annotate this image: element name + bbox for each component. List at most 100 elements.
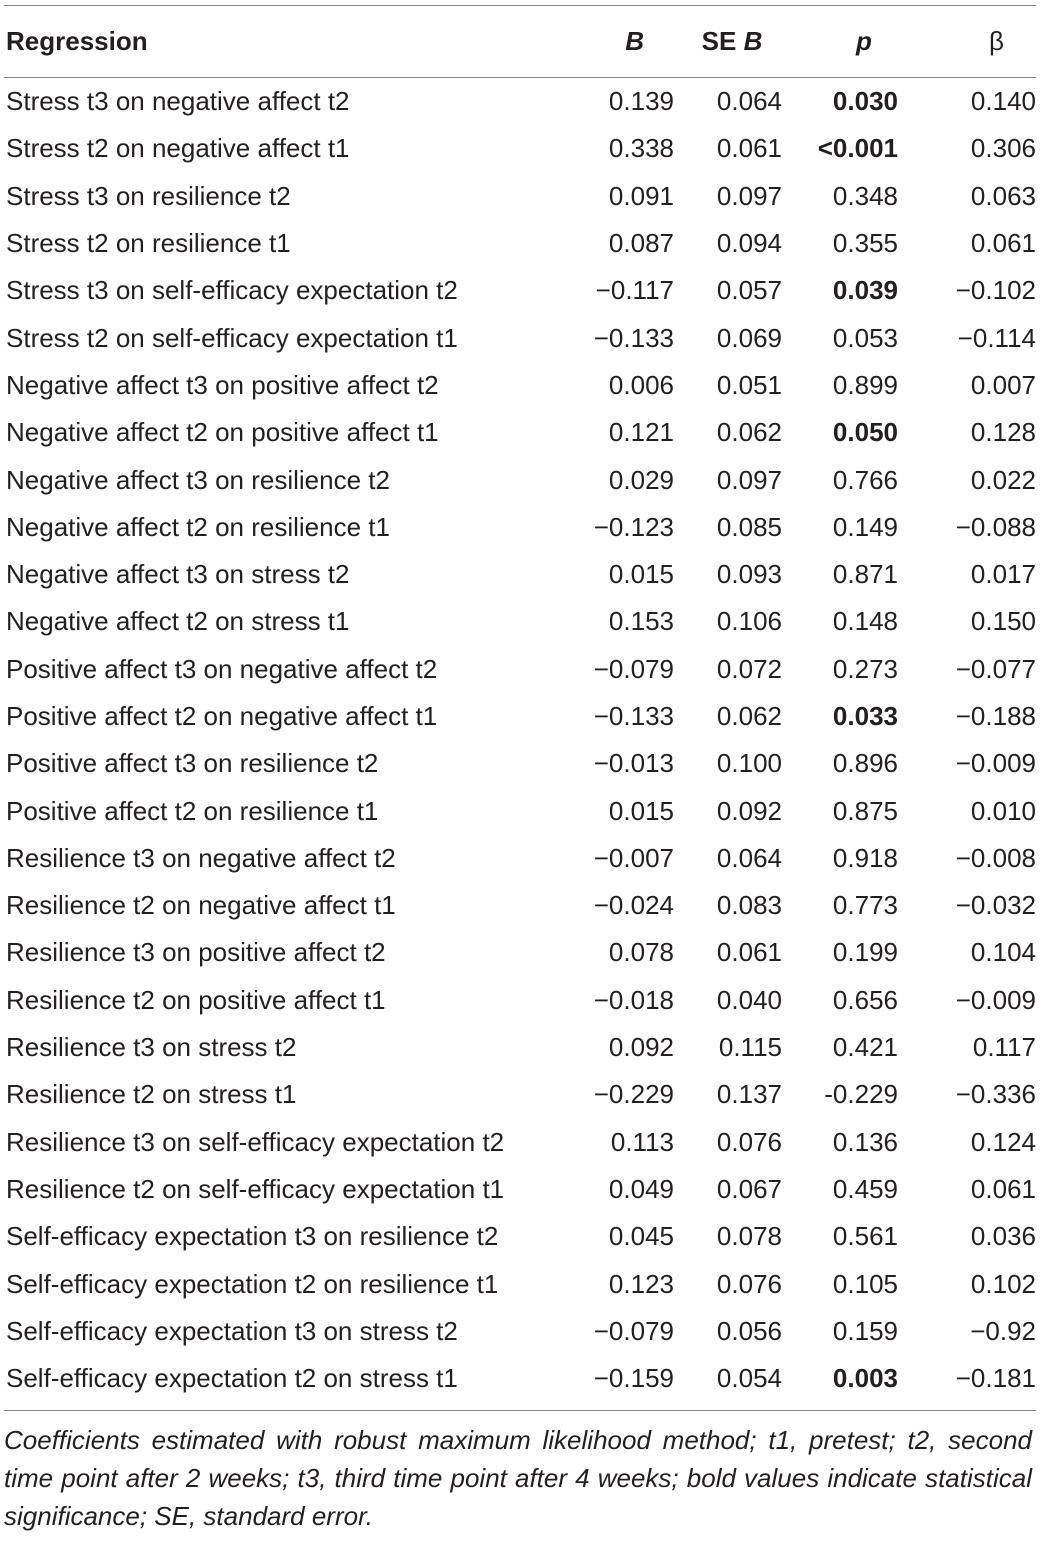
cell-beta: 0.022 (970, 464, 1036, 495)
header-b: B (625, 26, 644, 56)
cell-p: 0.459 (832, 1173, 898, 1204)
cell-se: 0.092 (716, 795, 782, 826)
table-row: Self-efficacy expectation t3 on resilien… (4, 1213, 1036, 1260)
cell-b: 0.153 (608, 606, 674, 637)
cell-se: 0.076 (716, 1268, 782, 1299)
cell-se: 0.069 (716, 322, 782, 353)
table-row: Self-efficacy expectation t2 on resilien… (4, 1260, 1036, 1307)
header-rule (4, 77, 1036, 78)
table-row: Positive affect t2 on resilience t1 0.015… (4, 787, 1036, 834)
table-footnote: Coefficients estimated with robust maxim… (4, 1425, 1032, 1532)
cell-p: <0.001 (817, 133, 898, 164)
cell-se: 0.137 (716, 1079, 782, 1110)
cell-p: -0.229 (824, 1079, 898, 1110)
cell-b: −0.133 (593, 701, 674, 731)
cell-se: 0.097 (716, 180, 782, 211)
bottom-rule (4, 1410, 1036, 1412)
cell-beta: 0.104 (970, 937, 1036, 968)
table-row: Negative affect t2 on resilience t1 −0.12… (4, 504, 1036, 551)
cell-b: 0.006 (608, 369, 674, 400)
cell-b: 0.338 (608, 133, 674, 164)
cell-b: −0.229 (593, 1079, 674, 1110)
cell-beta: 0.128 (970, 417, 1036, 448)
table-row: Positive affect t3 on negative affect t2… (4, 646, 1036, 693)
cell-beta: −0.181 (955, 1363, 1036, 1394)
cell-beta: 0.150 (970, 606, 1036, 637)
cell-se: 0.056 (716, 1315, 782, 1346)
header-beta: β (989, 26, 1004, 56)
cell-se: 0.078 (716, 1221, 782, 1252)
row-label: Resilience t2 on stress t1 (6, 1079, 297, 1110)
table-row: Positive affect t3 on resilience t2 −0.01… (4, 740, 1036, 787)
cell-beta: 0.140 (970, 86, 1036, 117)
cell-b: 0.113 (610, 1126, 674, 1157)
cell-p: 0.159 (832, 1315, 898, 1346)
table-row: Negative affect t3 on resilience t2 0.029… (4, 456, 1036, 503)
cell-se: 0.085 (716, 511, 782, 542)
cell-p: 0.348 (832, 180, 898, 211)
row-label: Positive affect t3 on resilience t2 (6, 748, 379, 779)
cell-b: 0.121 (608, 417, 674, 448)
table-body: Stress t3 on negative affect t2 0.139 0.06… (4, 78, 1036, 1402)
table-row: Negative affect t2 on positive affect t1… (4, 409, 1036, 456)
table-row: Stress t3 on resilience t2 0.091 0.097 0.34… (4, 173, 1036, 220)
row-label: Negative affect t2 on stress t1 (6, 606, 350, 637)
table-row: Resilience t3 on positive affect t2 0.078… (4, 929, 1036, 976)
cell-beta: −0.009 (955, 984, 1036, 1015)
cell-b: 0.123 (608, 1268, 674, 1299)
cell-beta: 0.102 (970, 1268, 1036, 1299)
cell-se: 0.064 (716, 86, 782, 117)
cell-beta: −0.188 (955, 701, 1036, 731)
cell-beta: 0.010 (970, 795, 1036, 826)
cell-p: 0.148 (832, 606, 898, 637)
table-row: Resilience t2 on stress t1 −0.229 0.137 -0.… (4, 1071, 1036, 1118)
table-header: Regression B SE B p β (4, 6, 1036, 78)
cell-beta: 0.063 (970, 180, 1036, 211)
cell-p: 0.766 (832, 464, 898, 495)
cell-p: 0.149 (832, 511, 898, 542)
cell-beta: 0.036 (970, 1221, 1036, 1252)
cell-se: 0.106 (716, 606, 782, 637)
row-label: Self-efficacy expectation t3 on resilien… (6, 1221, 499, 1252)
cell-beta: −0.336 (955, 1079, 1036, 1110)
table-row: Resilience t3 on negative affect t2 −0.00… (4, 835, 1036, 882)
table-row: Resilience t3 on stress t2 0.092 0.115 0.42… (4, 1024, 1036, 1071)
row-label: Resilience t2 on positive affect t1 (6, 984, 386, 1015)
cell-b: 0.139 (608, 86, 674, 117)
cell-b: −0.018 (593, 984, 674, 1015)
cell-b: −0.007 (593, 842, 674, 873)
table-row: Negative affect t2 on stress t1 0.153 0.10… (4, 598, 1036, 645)
cell-b: −0.123 (593, 511, 674, 542)
cell-b: −0.079 (593, 653, 674, 684)
cell-se: 0.062 (716, 417, 782, 448)
row-label: Resilience t2 on self-efficacy expectati… (6, 1173, 505, 1204)
cell-b: 0.045 (608, 1221, 674, 1252)
cell-p: 0.773 (832, 890, 898, 921)
regression-table: Regression B SE B p β Stress t3 on negat… (4, 6, 1036, 1402)
cell-b: 0.091 (608, 180, 674, 211)
row-label: Positive affect t2 on resilience t1 (6, 795, 379, 826)
cell-beta: −0.92 (970, 1315, 1036, 1346)
cell-p: 0.053 (832, 322, 898, 353)
row-label: Self-efficacy expectation t3 on stress t… (6, 1315, 458, 1346)
cell-p: 0.421 (832, 1032, 898, 1063)
cell-p: 0.918 (832, 842, 898, 873)
cell-p: 0.896 (832, 748, 898, 779)
cell-b: −0.133 (593, 322, 674, 353)
cell-p: 0.355 (832, 228, 898, 259)
row-label: Negative affect t3 on stress t2 (6, 559, 350, 590)
cell-beta: −0.088 (955, 511, 1036, 542)
cell-se: 0.040 (716, 984, 782, 1015)
cell-se: 0.064 (716, 842, 782, 873)
row-label: Stress t3 on resilience t2 (6, 180, 291, 211)
table-row: Stress t3 on self-efficacy expectation t… (4, 267, 1036, 314)
row-label: Negative affect t3 on resilience t2 (6, 464, 390, 495)
cell-se: 0.061 (716, 937, 782, 968)
table-row: Stress t2 on self-efficacy expectation t… (4, 314, 1036, 361)
cell-p: 0.273 (832, 653, 898, 684)
cell-p: 0.199 (832, 937, 898, 968)
cell-b: 0.029 (608, 464, 674, 495)
cell-beta: −0.077 (955, 653, 1036, 684)
row-label: Stress t2 on resilience t1 (6, 228, 291, 259)
cell-p: 0.561 (832, 1221, 898, 1252)
